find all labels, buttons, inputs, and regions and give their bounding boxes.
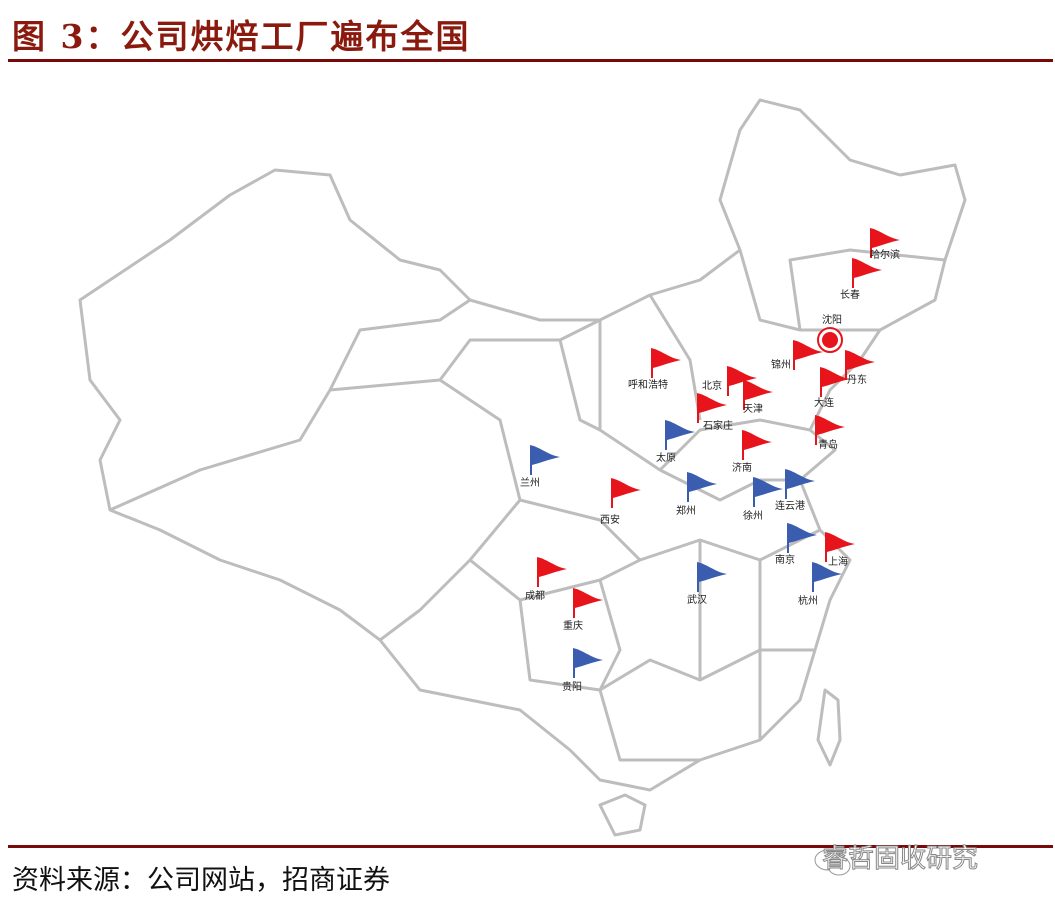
flag-icon-red xyxy=(852,258,882,288)
source-note: 资料来源：公司网站，招商证券 xyxy=(12,865,390,896)
city-label: 武汉 xyxy=(687,595,707,606)
wechat-icon xyxy=(814,849,851,876)
city-label: 重庆 xyxy=(563,621,583,632)
city-label: 太原 xyxy=(656,453,676,464)
city-label: 兰州 xyxy=(520,478,540,489)
flag-icon-red xyxy=(697,393,727,423)
watermark: 睿哲固收研究 xyxy=(821,844,979,875)
flag-icon-red xyxy=(743,380,773,410)
city-label: 南京 xyxy=(775,555,795,566)
city-label: 丹东 xyxy=(847,375,867,386)
flag-icon-red xyxy=(793,340,823,370)
flag-icon-red xyxy=(845,350,875,380)
city-label: 成都 xyxy=(525,591,545,602)
hq-city-label: 沈阳 xyxy=(822,315,842,326)
city-label: 石家庄 xyxy=(703,421,733,432)
top-divider xyxy=(8,59,1053,62)
bottom-divider xyxy=(8,845,1053,848)
city-label: 济南 xyxy=(732,463,752,474)
flag-icon-blue xyxy=(530,445,560,475)
city-label: 北京 xyxy=(702,381,722,392)
flag-icon-red xyxy=(537,557,567,587)
flag-icon-red xyxy=(870,228,900,258)
flag-icon-blue xyxy=(787,523,817,553)
city-label: 贵阳 xyxy=(562,682,582,693)
flag-icon-blue xyxy=(785,469,815,499)
city-label: 天津 xyxy=(743,404,763,415)
flag-icon-red xyxy=(573,588,603,618)
city-label: 连云港 xyxy=(775,501,805,512)
flag-icon-blue xyxy=(687,472,717,502)
flag-icon-red xyxy=(825,532,855,562)
flag-icon-red xyxy=(820,367,850,397)
flag-icon-red xyxy=(611,478,641,508)
city-label: 杭州 xyxy=(798,596,818,607)
flag-icon-blue xyxy=(753,477,783,507)
city-label: 呼和浩特 xyxy=(628,380,668,391)
city-label: 徐州 xyxy=(743,511,763,522)
flag-icon-blue xyxy=(812,562,842,592)
circle-marker-icon xyxy=(822,332,838,348)
figure-title: 图 3：公司烘焙工厂遍布全国 xyxy=(12,17,471,56)
city-label: 上海 xyxy=(828,557,848,568)
city-label: 青岛 xyxy=(818,440,838,451)
flag-icon-red xyxy=(651,348,681,378)
city-label: 长春 xyxy=(840,290,860,301)
flag-icon-blue xyxy=(665,420,695,450)
city-label: 大连 xyxy=(814,398,834,409)
hainan-outline xyxy=(598,793,647,837)
city-label: 西安 xyxy=(600,515,620,526)
city-label: 哈尔滨 xyxy=(870,250,900,261)
flag-icon-red xyxy=(742,430,772,460)
city-label: 锦州 xyxy=(771,360,791,371)
flag-icon-blue xyxy=(573,648,603,678)
taiwan-outline xyxy=(816,688,842,767)
flag-icon-blue xyxy=(697,562,727,592)
city-label: 郑州 xyxy=(676,506,696,517)
flag-icon-red xyxy=(727,366,757,396)
flag-icon-red xyxy=(815,415,845,445)
province-borders xyxy=(109,248,946,762)
